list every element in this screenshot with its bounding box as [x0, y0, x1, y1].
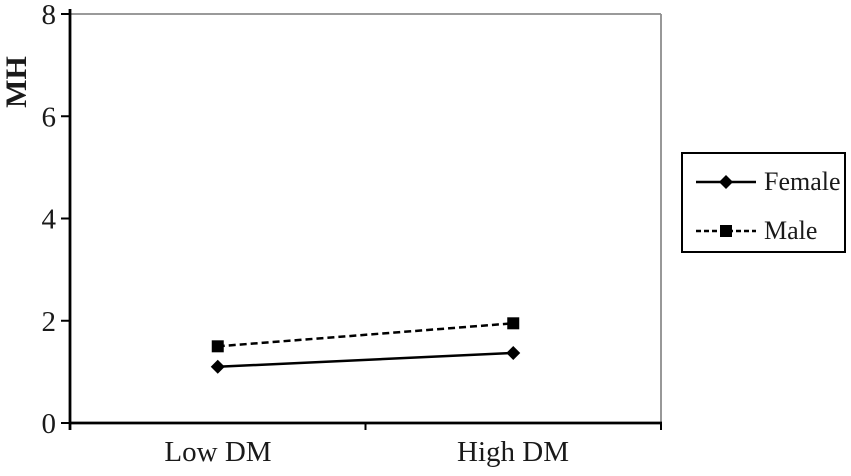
- marker-diamond-female: [210, 359, 225, 374]
- x-axis-label-low-dm: Low DM: [164, 436, 272, 468]
- y-tick-label: 8: [42, 0, 57, 31]
- series-line-female: [217, 351, 514, 369]
- marker-square-male: [211, 340, 224, 353]
- y-tick-label: 6: [42, 101, 57, 133]
- marker-diamond-female: [506, 345, 521, 360]
- y-tick-label: 0: [42, 408, 57, 440]
- legend-item-male: Male: [693, 218, 817, 244]
- legend-label-female: Female: [764, 167, 841, 196]
- female-series-line-icon: [696, 175, 756, 189]
- y-tick-label: 4: [42, 204, 57, 236]
- x-axis-label-high-dm: High DM: [457, 436, 569, 468]
- y-tick-label: 2: [42, 306, 57, 338]
- male-series-line-icon: [696, 225, 756, 237]
- legend-item-female: Female: [693, 169, 841, 195]
- y-axis-title: MH: [0, 56, 33, 108]
- series-line-male: [217, 322, 514, 348]
- legend: Female Male: [681, 152, 846, 253]
- marker-square-male: [507, 317, 520, 330]
- legend-label-male: Male: [764, 216, 818, 245]
